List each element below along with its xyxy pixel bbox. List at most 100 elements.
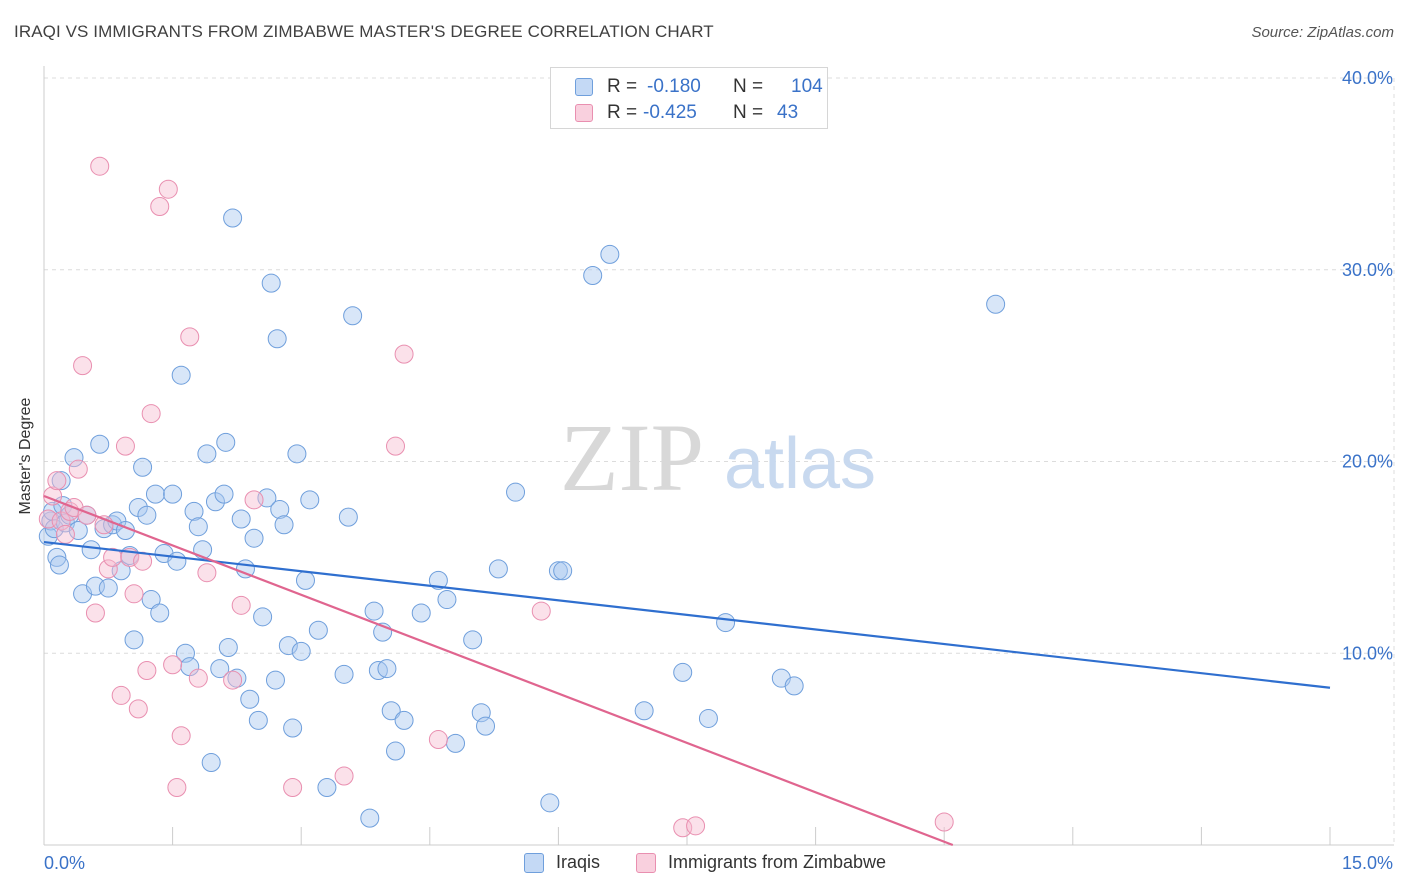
iraqis-point (300, 490, 320, 510)
iraqis-point (317, 777, 337, 797)
zimbabwe-point (197, 563, 217, 583)
zimbabwe-point (428, 730, 448, 750)
y-tick-label: 10.0% (1342, 643, 1393, 663)
trend-lines (43, 494, 1331, 847)
iraqis-point (267, 329, 287, 349)
iraqis-point (381, 701, 401, 721)
zimbabwe-point (158, 179, 178, 199)
legend-swatch-pink (636, 853, 656, 873)
iraqis-point (47, 547, 67, 567)
legend-n-label: N = (733, 102, 764, 123)
iraqis-point (253, 607, 273, 627)
iraqis-point (124, 630, 144, 650)
correlation-legend: R = -0.180 N = 104 R = -0.425 N = 43 (550, 67, 828, 129)
gridlines (44, 77, 1395, 845)
iraqis-point (244, 528, 264, 548)
iraqis-point (600, 244, 620, 264)
chart-title: IRAQI VS IMMIGRANTS FROM ZIMBABWE MASTER… (14, 22, 714, 41)
iraqis-point (548, 561, 568, 581)
iraqis-point (287, 444, 307, 464)
legend-swatch-blue (524, 853, 544, 873)
iraqis-point (673, 662, 693, 682)
zimbabwe-point (394, 344, 414, 364)
iraqis-point (364, 601, 384, 621)
x-tick-label: 0.0% (44, 853, 85, 873)
iraqis-point (377, 659, 397, 679)
iraqis-point (270, 499, 290, 519)
iraqis-point (488, 559, 508, 579)
iraqis-point (98, 578, 118, 598)
iraqis-point (51, 471, 71, 491)
iraqis-point (197, 444, 217, 464)
iraqis-point (145, 484, 165, 504)
iraqis-point (141, 590, 161, 610)
iraqis-point (295, 570, 315, 590)
source-label: Source: ZipAtlas.com (1251, 24, 1394, 41)
zimbabwe-point (128, 699, 148, 719)
iraqis-point (248, 710, 268, 730)
zimbabwe-point (283, 777, 303, 797)
zimbabwe-point (47, 471, 67, 491)
iraqis-point (210, 659, 230, 679)
zimbabwe-point (115, 436, 135, 456)
iraqis-trend-line (43, 540, 1331, 689)
legend-n-label: N = (733, 76, 764, 97)
zimbabwe-point (141, 404, 161, 424)
tick-labels: 10.0% 20.0% 30.0% 40.0% 0.0% 15.0% (44, 68, 1393, 873)
iraqis-point (150, 603, 170, 623)
zimbabwe-points (38, 156, 954, 838)
iraqis-point (716, 613, 736, 633)
zimbabwe-point (73, 356, 93, 376)
legend-r-label: R = (607, 76, 638, 97)
legend-n-value: 43 (777, 102, 799, 123)
iraqis-point (540, 793, 560, 813)
iraqis-point (394, 710, 414, 730)
zimbabwe-point (85, 603, 105, 623)
iraqis-point (553, 561, 573, 581)
y-tick-label: 20.0% (1342, 452, 1393, 472)
iraqis-point (171, 365, 191, 385)
iraqis-point (90, 434, 110, 454)
legend-swatch-blue (575, 78, 593, 96)
iraqis-point (291, 641, 311, 661)
iraqis-point (698, 708, 718, 728)
zimbabwe-point (531, 601, 551, 621)
zimbabwe-point (163, 655, 183, 675)
watermark: ZIP atlas (560, 404, 876, 511)
iraqis-point (64, 448, 84, 468)
iraqis-point (38, 526, 58, 546)
zimbabwe-trend-line (43, 494, 954, 847)
zimbabwe-point (171, 726, 191, 746)
iraqis-point (583, 266, 603, 286)
iraqis-point (184, 501, 204, 521)
iraqis-point (634, 701, 654, 721)
iraqis-point (283, 718, 303, 738)
legend-swatch-pink (575, 104, 593, 122)
legend-n-value: 104 (791, 76, 823, 97)
iraqis-point (133, 457, 153, 477)
iraqis-point (476, 716, 496, 736)
iraqis-point (784, 676, 804, 696)
iraqis-point (274, 515, 294, 535)
iraqis-point (278, 636, 298, 656)
zimbabwe-point (150, 196, 170, 216)
legend-label-iraqis: Iraqis (556, 852, 601, 872)
axes (43, 66, 1394, 846)
iraqis-point (265, 670, 285, 690)
zimbabwe-point (103, 547, 123, 567)
zimbabwe-point (111, 685, 131, 705)
x-tick-label: 15.0% (1342, 853, 1393, 873)
zimbabwe-point (223, 670, 243, 690)
watermark-zip: ZIP (560, 404, 704, 511)
zimbabwe-point (55, 524, 75, 544)
iraqis-point (81, 540, 101, 560)
iraqis-point (214, 484, 234, 504)
iraqis-point (986, 294, 1006, 314)
iraqis-point (223, 208, 243, 228)
zimbabwe-point (231, 595, 251, 615)
iraqis-point (163, 484, 183, 504)
iraqis-point (506, 482, 526, 502)
iraqis-point (338, 507, 358, 527)
zimbabwe-point (244, 490, 264, 510)
